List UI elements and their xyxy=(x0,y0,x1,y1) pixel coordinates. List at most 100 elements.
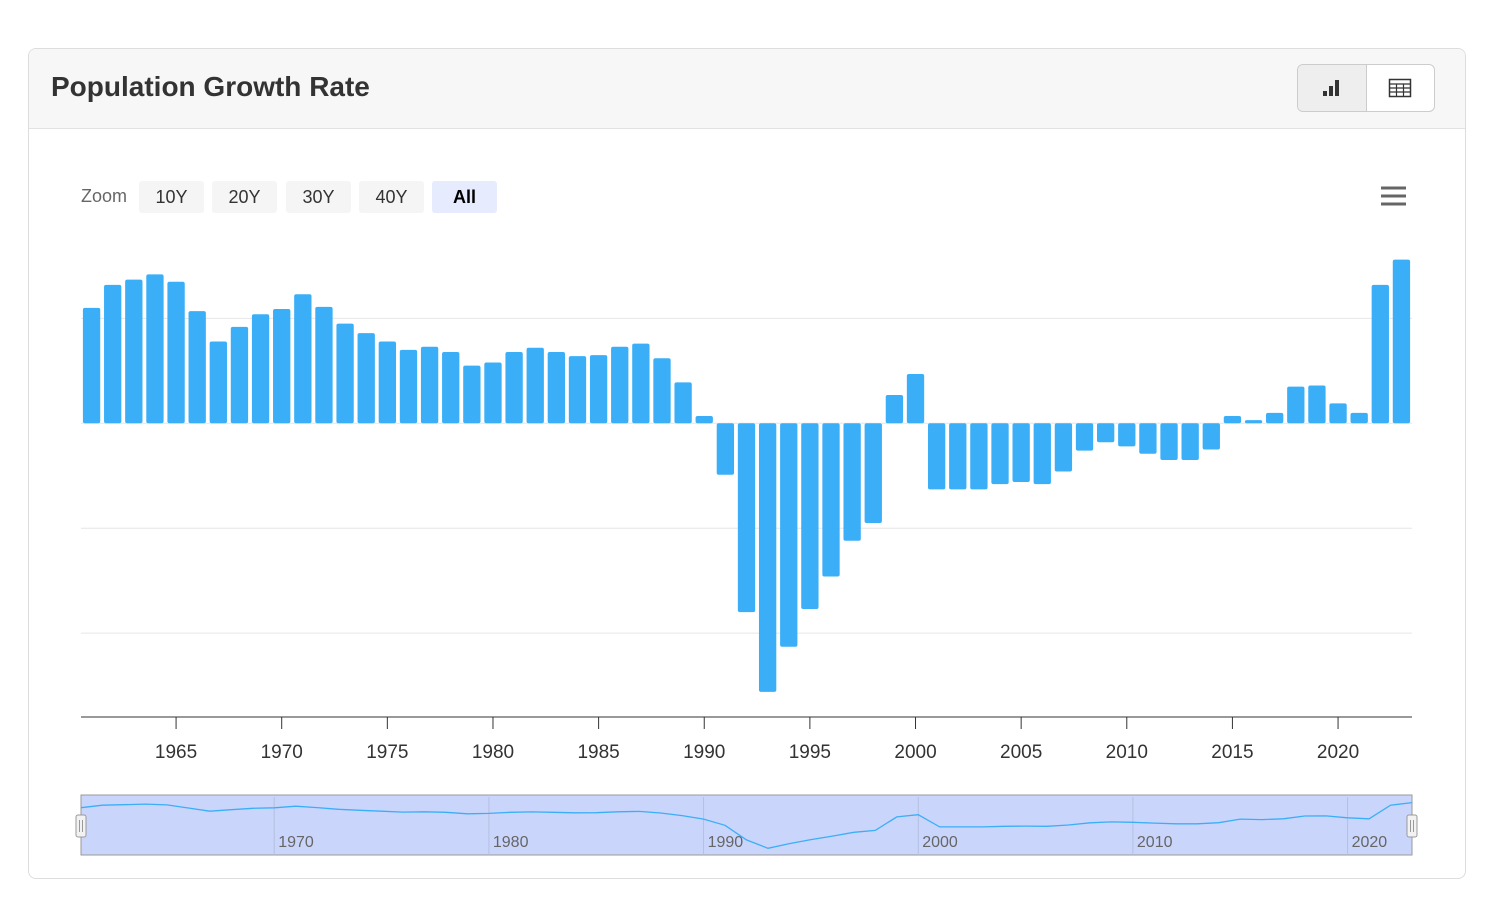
bar xyxy=(1075,423,1094,451)
bar xyxy=(1033,423,1051,485)
bar xyxy=(146,274,164,424)
x-tick-label: 1975 xyxy=(366,742,408,763)
table-icon xyxy=(1389,78,1412,98)
bar xyxy=(716,423,735,475)
zoom-button-label: All xyxy=(453,187,476,207)
bar xyxy=(104,284,122,424)
bar xyxy=(927,423,946,490)
title: Population Growth Rate xyxy=(51,71,370,102)
zoom-button-bg xyxy=(286,181,351,213)
bar xyxy=(1160,423,1178,461)
bar xyxy=(251,314,270,424)
handle-box xyxy=(75,814,87,838)
bar xyxy=(1223,415,1242,424)
bar xyxy=(1096,423,1115,443)
handle-box xyxy=(1406,814,1418,838)
bar xyxy=(1139,423,1157,454)
navigator-line xyxy=(80,801,1413,849)
bar xyxy=(230,326,249,424)
zoom-button[interactable]: 30Y xyxy=(286,181,351,213)
navigator-tick-label: 2020 xyxy=(1352,834,1388,851)
zoom-button-bg xyxy=(432,181,497,213)
navigator: 1970 1980 1990 2000 2010 2020 xyxy=(75,794,1418,856)
zoom-button-bg xyxy=(212,181,277,213)
bar xyxy=(885,394,904,424)
bar xyxy=(1350,412,1368,424)
table-view-button[interactable] xyxy=(1367,65,1435,111)
zoom-button[interactable]: All xyxy=(432,181,497,213)
bar xyxy=(568,356,587,424)
bar xyxy=(695,415,713,424)
bar xyxy=(1181,423,1199,461)
bar xyxy=(167,281,185,424)
bar xyxy=(822,423,840,577)
bar xyxy=(315,306,333,424)
bar xyxy=(505,351,523,424)
bar xyxy=(801,423,819,609)
bar xyxy=(674,382,692,424)
x-tick-label: 2000 xyxy=(894,742,936,763)
x-tick-label: 1970 xyxy=(261,742,303,763)
bar xyxy=(526,347,544,424)
x-tick-label: 1995 xyxy=(789,742,831,763)
handle-grip xyxy=(79,820,83,832)
bar xyxy=(780,423,798,647)
bar xyxy=(758,423,777,692)
bar xyxy=(632,343,650,424)
view-toggle xyxy=(1297,64,1435,112)
navigator-tick-label: 2010 xyxy=(1137,834,1173,851)
bar xyxy=(1308,385,1326,424)
navigator-tick-label: 1990 xyxy=(708,834,744,851)
x-tick-label: 2015 xyxy=(1211,742,1253,763)
zoom-button[interactable]: 40Y xyxy=(359,181,424,213)
zoom-button-label: 40Y xyxy=(375,187,407,207)
zoom-button[interactable]: 10Y xyxy=(139,181,204,213)
zoom-button-label: 10Y xyxy=(155,187,187,207)
zoom-button[interactable]: 20Y xyxy=(212,181,277,213)
bar xyxy=(1202,423,1220,450)
bar xyxy=(336,323,354,424)
bar xyxy=(1287,386,1305,424)
bar xyxy=(1054,423,1073,472)
bar xyxy=(399,349,418,424)
bar xyxy=(463,365,481,424)
card: Population Growth Rate xyxy=(28,48,1466,879)
navigator-handle[interactable] xyxy=(75,814,87,838)
card-header: Population Growth Rate xyxy=(29,49,1465,129)
bar xyxy=(906,374,925,424)
bar xyxy=(991,423,1009,485)
bar xyxy=(209,341,227,424)
navigator-handle[interactable] xyxy=(1406,814,1418,838)
zoom-button-bg xyxy=(139,181,204,213)
bar xyxy=(1266,412,1284,424)
x-tick-label: 2020 xyxy=(1317,742,1359,763)
bar xyxy=(273,308,291,424)
bar xyxy=(1244,420,1263,424)
zoom-button-bg xyxy=(359,181,424,213)
bar xyxy=(653,358,671,424)
bar xyxy=(420,346,439,424)
zoom-button-label: 20Y xyxy=(228,187,260,207)
bar xyxy=(949,423,967,490)
bar xyxy=(547,351,566,424)
chart-view-button[interactable] xyxy=(1298,65,1367,111)
x-tick-label: 1990 xyxy=(683,742,725,763)
bar xyxy=(1118,423,1136,447)
x-tick-label: 1985 xyxy=(577,742,619,763)
menu-button[interactable] xyxy=(1381,186,1406,206)
x-tick-label: 2010 xyxy=(1106,742,1148,763)
bar xyxy=(611,346,629,424)
bar xyxy=(294,294,312,424)
bar xyxy=(737,423,756,613)
chart-icon xyxy=(1322,80,1339,96)
bar xyxy=(188,311,206,424)
bar xyxy=(1392,259,1411,424)
bar xyxy=(1012,423,1030,483)
bar xyxy=(125,279,143,424)
navigator-tick-label: 2000 xyxy=(922,834,958,851)
bar xyxy=(970,423,988,490)
bar xyxy=(82,307,101,424)
handle-grip xyxy=(1410,820,1414,832)
navigator-tick-label: 1980 xyxy=(493,834,529,851)
